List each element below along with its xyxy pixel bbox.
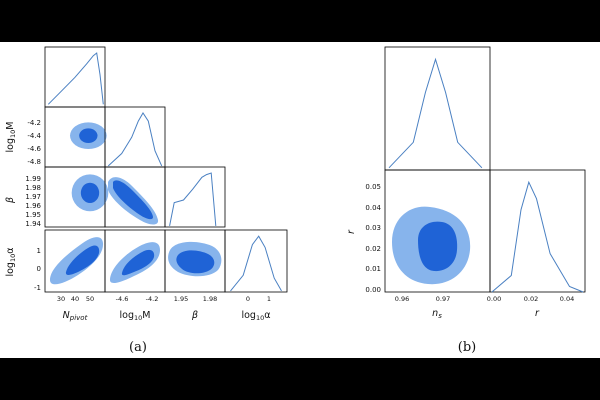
beta-x-tick: 1.95 [174,295,188,303]
r-x-tick: 0.02 [524,295,538,303]
beta-x-tick: 1.98 [203,295,217,303]
log10m-y-tick: -4.8 [27,158,41,166]
npivot-beta-inner-contour [80,182,100,204]
log10m-x-ticks: -4.6 -4.2 [116,295,159,303]
log10m-x-tick: -4.2 [146,295,159,303]
ns-x-label: ns [432,308,442,320]
r-y-ticks: 0.05 0.04 0.03 0.02 0.01 0.00 [365,183,381,294]
log10alpha-y-tick: 0 [37,265,41,273]
npivot-x-tick: 50 [86,295,94,303]
ns-x-tick: 0.97 [436,295,450,303]
log10m-log10alpha-inner-contour [121,249,155,276]
log10alpha-marginal-curve [230,235,282,292]
panel-b-r-marginal [489,169,586,293]
log10m-y-ticks: -4.2 -4.4 -4.6 -4.8 [27,119,41,166]
beta-y-tick: 1.95 [25,211,41,219]
panel-a: -4.2 -4.4 -4.6 -4.8 1.99 1.98 1.97 1.96 … [5,46,288,355]
npivot-x-ticks: 30 40 50 [57,295,94,303]
npivot-log10m-inner-contour [79,128,98,144]
log10m-x-label: log10M [120,310,151,322]
beta-y-tick: 1.94 [25,220,41,228]
r-y-tick: 0.02 [365,245,381,253]
beta-y-label: β [5,197,16,204]
r-y-tick: 0.00 [365,286,381,294]
npivot-x-tick: 40 [71,295,79,303]
beta-x-label: β [191,310,198,321]
r-marginal-curve [491,180,584,293]
r-x-label: r [535,308,540,319]
beta-y-tick: 1.96 [25,202,41,210]
log10m-y-tick: -4.2 [27,119,41,127]
panel-a-caption: (a) [129,340,147,355]
r-y-tick: 0.04 [365,204,381,212]
log10alpha-x-tick: 1 [267,295,271,303]
beta-y-ticks: 1.99 1.98 1.97 1.96 1.95 1.94 [25,175,41,228]
beta-y-tick: 1.97 [25,193,41,201]
log10m-y-tick: -4.6 [27,145,41,153]
log10m-y-tick: -4.4 [27,132,41,140]
panel-a-beta-marginal [164,166,226,228]
log10alpha-x-tick: 0 [246,295,250,303]
r-x-tick: 0.00 [487,295,501,303]
log10alpha-y-tick: 1 [37,247,41,255]
r-y-tick: 0.05 [365,183,381,191]
beta-log10alpha-inner-contour [176,250,215,274]
log10m-beta-inner-contour [113,180,153,220]
log10m-y-label: log10M [5,122,17,153]
panel-b-caption: (b) [458,340,476,355]
ns-marginal-curve [388,57,483,169]
log10alpha-y-tick: -1 [34,284,41,292]
beta-x-ticks: 1.95 1.98 [174,295,217,303]
beta-y-tick: 1.99 [25,175,41,183]
log10m-marginal-curve [107,112,163,167]
ns-r-inner-contour [418,221,458,272]
npivot-x-tick: 30 [57,295,65,303]
panel-a-log10alpha-marginal [224,229,288,293]
log10alpha-x-ticks: 0 1 [246,295,271,303]
log10alpha-y-ticks: 1 0 -1 [34,247,41,292]
npivot-marginal-curve [47,52,104,105]
panel-b: 0.05 0.04 0.03 0.02 0.01 0.00 r 0.96 0.9… [346,46,586,355]
npivot-log10alpha-inner-contour [65,245,100,275]
r-y-tick: 0.01 [365,265,381,273]
beta-y-tick: 1.98 [25,184,41,192]
ns-x-tick: 0.96 [395,295,409,303]
r-x-ticks: 0.00 0.02 0.04 [487,295,574,303]
r-y-tick: 0.03 [365,224,381,232]
beta-marginal-curve [169,172,217,226]
r-y-label: r [346,229,357,234]
log10m-x-tick: -4.6 [116,295,129,303]
r-x-tick: 0.04 [560,295,574,303]
ns-x-ticks: 0.96 0.97 [395,295,450,303]
